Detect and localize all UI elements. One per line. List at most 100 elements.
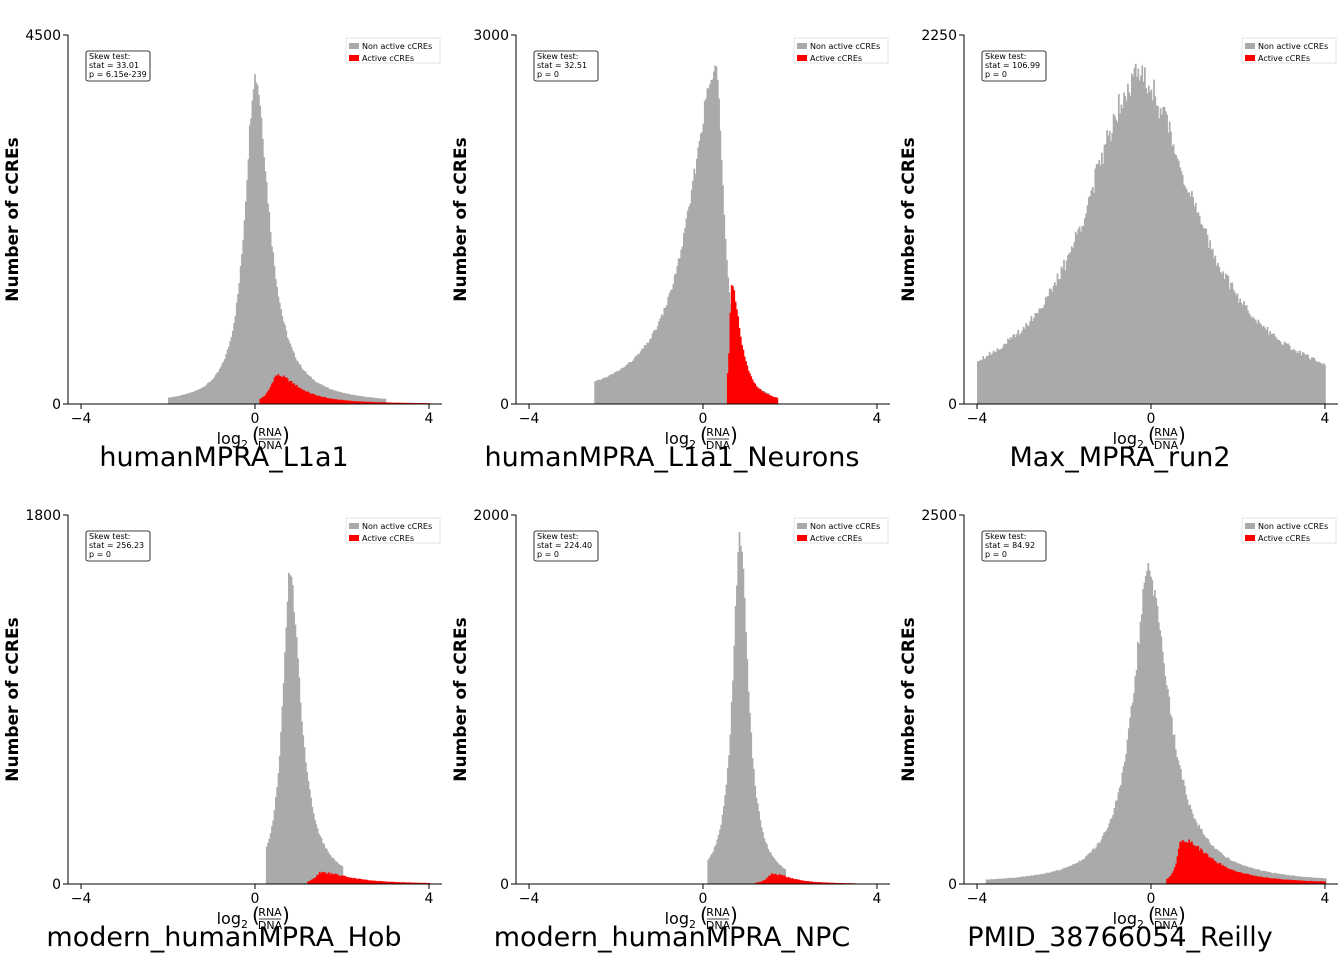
histogram-bar	[248, 125, 251, 404]
histogram-bar	[1224, 866, 1227, 884]
histogram-bar	[978, 361, 981, 404]
histogram-bar	[789, 877, 791, 884]
histogram-bar	[414, 882, 416, 884]
histogram-bar	[367, 397, 370, 404]
histogram-bar	[301, 368, 303, 404]
histogram-bar	[837, 882, 840, 884]
histogram-bar	[265, 392, 268, 404]
skew-test-line: stat = 84.92	[985, 541, 1035, 550]
histogram-bar	[246, 180, 249, 404]
x-label-log: log	[217, 429, 241, 448]
legend-frame	[793, 37, 889, 64]
histogram-bar	[1213, 258, 1215, 404]
histogram-bar	[1057, 870, 1060, 884]
histogram-bar	[1193, 206, 1196, 404]
histogram-bar	[230, 336, 233, 404]
histogram-bar	[383, 402, 385, 404]
histogram-bar	[332, 857, 335, 884]
x-tick-label: 0	[251, 411, 260, 427]
histogram-bar	[308, 880, 311, 884]
histogram-bar	[1032, 875, 1035, 884]
legend-swatch	[1245, 523, 1255, 529]
histogram-bar	[1140, 614, 1143, 884]
histogram-bar	[1131, 702, 1134, 884]
histogram-bar	[759, 820, 762, 884]
histogram-bar	[302, 735, 305, 884]
histogram-bar	[777, 863, 780, 884]
y-tick-label: 2000	[473, 508, 509, 524]
histogram-bar	[327, 398, 329, 404]
histogram-bar	[755, 797, 758, 884]
histogram-bar	[1215, 265, 1218, 404]
histogram-bar	[732, 680, 734, 884]
histogram-bar	[1185, 189, 1188, 404]
histogram-bar	[291, 383, 294, 404]
histogram-bar	[1303, 880, 1305, 884]
histogram-bar	[1116, 121, 1119, 404]
histogram-bar	[994, 352, 996, 404]
histogram-bar	[1061, 268, 1064, 404]
histogram-bar	[1248, 313, 1251, 404]
histogram-bar	[1323, 878, 1326, 884]
histogram-bar	[280, 309, 282, 404]
histogram-bar	[428, 882, 431, 884]
histogram-bar	[250, 118, 252, 404]
histogram-bar	[751, 379, 754, 404]
histogram-bar	[1110, 140, 1112, 404]
histogram-bar	[1273, 333, 1275, 404]
histogram-bar	[773, 858, 776, 884]
histogram-bar	[1231, 869, 1234, 884]
histogram-bar	[361, 879, 364, 884]
histogram-bar	[1247, 873, 1249, 884]
histogram-bar	[1322, 881, 1325, 884]
histogram-bar	[1257, 319, 1260, 404]
x-tick-label: 4	[872, 411, 881, 427]
histogram-bar	[350, 394, 353, 404]
histogram-bar	[389, 402, 392, 404]
legend-swatch	[1245, 55, 1255, 61]
histogram-bar	[1301, 880, 1304, 884]
histogram-bar	[979, 359, 982, 404]
histogram-bar	[418, 882, 420, 884]
histogram-bar	[762, 391, 764, 404]
histogram-bar	[1062, 868, 1065, 884]
histogram-bar	[307, 881, 309, 884]
x-label-close-paren: )	[1178, 903, 1186, 927]
legend-label: Active cCREs	[810, 534, 862, 543]
histogram-bar	[786, 877, 789, 884]
histogram-bar	[336, 391, 339, 404]
histogram-bar	[1103, 832, 1105, 884]
histogram-bar	[377, 880, 380, 884]
series-non-active-ccres	[168, 74, 387, 405]
histogram-bar	[333, 873, 335, 884]
histogram-bar	[307, 391, 310, 404]
histogram-bar	[990, 355, 992, 404]
histogram-bar	[320, 397, 323, 404]
histogram-bar	[1138, 643, 1141, 884]
histogram-bar	[666, 305, 668, 404]
histogram-bar	[1028, 876, 1031, 884]
histogram-bar	[1180, 841, 1183, 884]
histogram-bar	[1086, 855, 1088, 884]
histogram-bar	[370, 401, 372, 404]
histogram-bar	[408, 882, 411, 884]
histogram-bar	[785, 876, 787, 884]
histogram-bar	[1159, 108, 1162, 405]
histogram-bar	[1277, 340, 1279, 404]
histogram-bar	[1026, 876, 1028, 884]
histogram-bar	[322, 872, 325, 884]
histogram-bar	[224, 358, 226, 404]
histogram-bar	[425, 882, 428, 884]
histogram-bar	[318, 871, 321, 884]
histogram-bar	[1181, 175, 1184, 404]
histogram-bar	[1147, 563, 1150, 884]
histogram-bar	[358, 395, 361, 404]
histogram-bar	[1056, 870, 1058, 884]
histogram-bar	[352, 877, 355, 884]
histogram-bar	[743, 356, 746, 404]
histogram-bar	[1170, 131, 1172, 404]
histogram-bar	[280, 731, 282, 884]
legend-label: Non active cCREs	[810, 42, 880, 51]
histogram-bar	[1177, 848, 1180, 884]
